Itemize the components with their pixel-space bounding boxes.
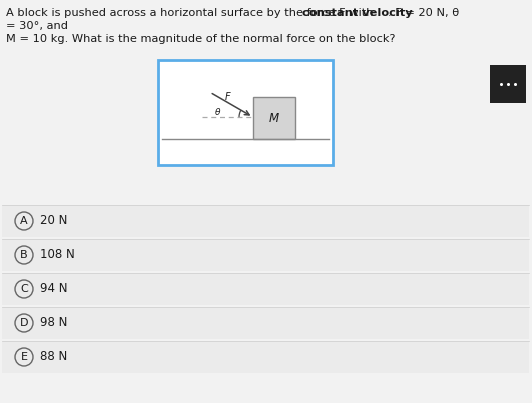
Bar [158,60,333,165]
Bar [2,239,529,271]
Text: . F = 20 N, θ: . F = 20 N, θ [387,8,459,18]
Bar [2,273,529,305]
Text: M = 10 kg. What is the magnitude of the normal force on the block?: M = 10 kg. What is the magnitude of the … [6,34,395,44]
Text: E: E [21,352,28,362]
Text: 98 N: 98 N [40,316,68,330]
Text: constant velocity: constant velocity [302,8,412,18]
Bar [2,205,529,237]
Text: A: A [20,216,28,226]
Text: 108 N: 108 N [40,249,75,262]
Text: B: B [20,250,28,260]
Text: F: F [225,91,230,102]
Text: M: M [269,112,279,125]
Bar [253,97,295,139]
Text: C: C [20,284,28,294]
Bar [2,341,529,373]
Text: A block is pushed across a horizontal surface by the force F with: A block is pushed across a horizontal su… [6,8,377,18]
Bar [2,307,529,339]
Text: = 30°, and: = 30°, and [6,21,68,31]
Text: 94 N: 94 N [40,283,68,295]
Bar [490,65,526,103]
Text: D: D [20,318,28,328]
Text: 88 N: 88 N [40,351,67,364]
Text: 20 N: 20 N [40,214,68,228]
Text: θ: θ [215,108,220,116]
